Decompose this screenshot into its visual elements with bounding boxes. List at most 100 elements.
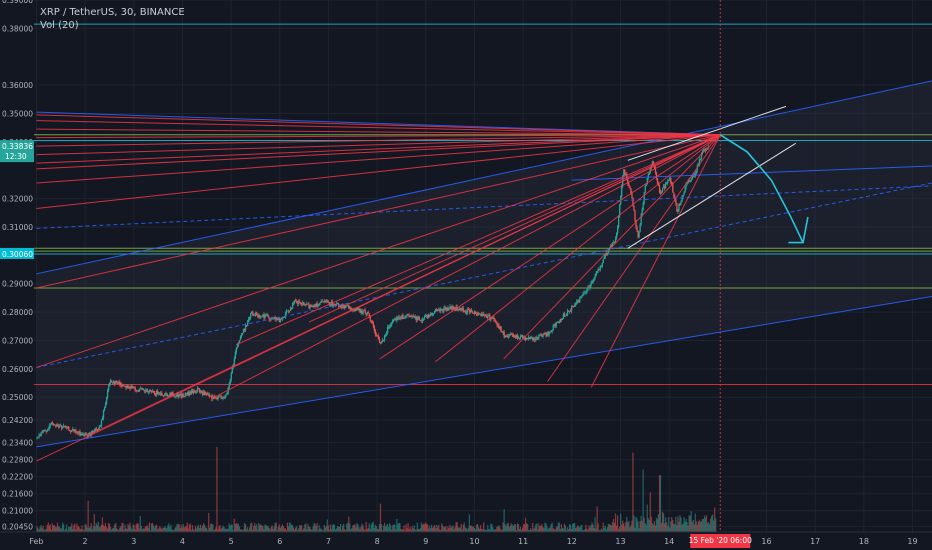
volume-bar (164, 526, 166, 532)
candle-body (72, 428, 74, 431)
candle-body (196, 388, 199, 392)
candle-body (271, 317, 273, 320)
candle-body (448, 307, 450, 311)
volume-bar (114, 524, 116, 532)
volume-bar (110, 526, 112, 532)
volume-bar (578, 526, 580, 532)
volume-bar (657, 514, 660, 532)
volume-bar (710, 518, 712, 532)
volume-bar (579, 527, 581, 532)
volume-bar (177, 524, 179, 532)
volume-bar (670, 521, 672, 532)
volume-bar (380, 524, 383, 532)
volume-bar (614, 513, 617, 532)
candle-body (483, 313, 485, 315)
candle-body (164, 393, 166, 396)
candle-body (518, 337, 521, 339)
candle-body (410, 316, 412, 317)
candle-body (613, 241, 616, 243)
volume-bar (583, 529, 585, 532)
volume-bar (172, 529, 174, 532)
volume-bar (295, 527, 297, 532)
volume-bar (365, 522, 367, 532)
volume-bar (625, 521, 627, 532)
candle-body (332, 303, 335, 306)
volume-bar (444, 526, 446, 532)
volume-bar (420, 522, 422, 532)
volume-bar (704, 517, 707, 532)
volume-bar (78, 526, 80, 532)
fan-line (36, 134, 721, 147)
candle-body (675, 199, 677, 204)
candle-body (415, 316, 417, 321)
volume-bar (487, 525, 489, 532)
candle-body (283, 316, 286, 318)
candle-body (265, 315, 267, 317)
candle-body (185, 393, 187, 395)
volume-bar (251, 522, 253, 532)
candle-body (528, 336, 530, 340)
candle-body (559, 318, 562, 323)
candle-body (402, 315, 404, 319)
volume-bar (42, 525, 44, 532)
volume-bar (181, 527, 183, 532)
candle-body (444, 307, 446, 309)
volume-bar (387, 523, 389, 532)
volume-bar (51, 523, 53, 532)
candle-body (288, 310, 291, 312)
volume-bar (656, 519, 659, 532)
candle-body (298, 301, 300, 304)
candle-body (356, 308, 358, 311)
candle-body (57, 426, 60, 428)
volume-bar (87, 500, 89, 532)
volume-bar (488, 528, 490, 532)
volume-bar (183, 527, 185, 532)
volume-bar (147, 527, 150, 532)
volume-bar (534, 527, 536, 532)
candle-body (609, 245, 612, 248)
candle-body (498, 325, 500, 329)
candle-body (602, 258, 604, 263)
candle-body (70, 431, 72, 433)
candle-body (621, 186, 623, 197)
candle-body (137, 390, 139, 392)
candle-body (361, 310, 363, 314)
volume-bar (699, 521, 701, 532)
fan-line (36, 114, 721, 136)
candle-body (533, 338, 535, 340)
volume-bar (639, 521, 641, 532)
candle-body (320, 301, 322, 303)
candle-body (631, 193, 633, 198)
time-axis-label: 17 (810, 537, 820, 546)
volume-bar (669, 527, 671, 532)
volume-bar (89, 526, 91, 532)
candle-body (112, 381, 114, 383)
fan-line (308, 134, 721, 323)
volume-bar (631, 520, 633, 532)
volume-bar (254, 522, 256, 532)
volume-bar (543, 528, 545, 532)
volume-bar (490, 523, 492, 532)
volume-bar (69, 526, 71, 532)
volume-bar (118, 530, 120, 532)
volume-bar (586, 528, 588, 532)
volume-bar (187, 528, 189, 532)
price-axis-label: 0.38000 (2, 24, 33, 33)
candle-body (390, 324, 392, 327)
candle-body (633, 205, 635, 211)
candle-body (208, 394, 210, 396)
candle-body (601, 262, 603, 267)
volume-bar (122, 522, 124, 532)
volume-bar (350, 529, 352, 532)
volume-bar (329, 524, 331, 532)
candle-body (105, 397, 108, 404)
candle-body (206, 393, 208, 395)
candle-body (109, 382, 111, 387)
candle-body (535, 338, 537, 341)
candle-body (382, 339, 385, 341)
candle-body (434, 310, 436, 314)
volume-bar (569, 525, 572, 532)
volume-bar (451, 526, 453, 532)
volume-bar (364, 530, 366, 532)
